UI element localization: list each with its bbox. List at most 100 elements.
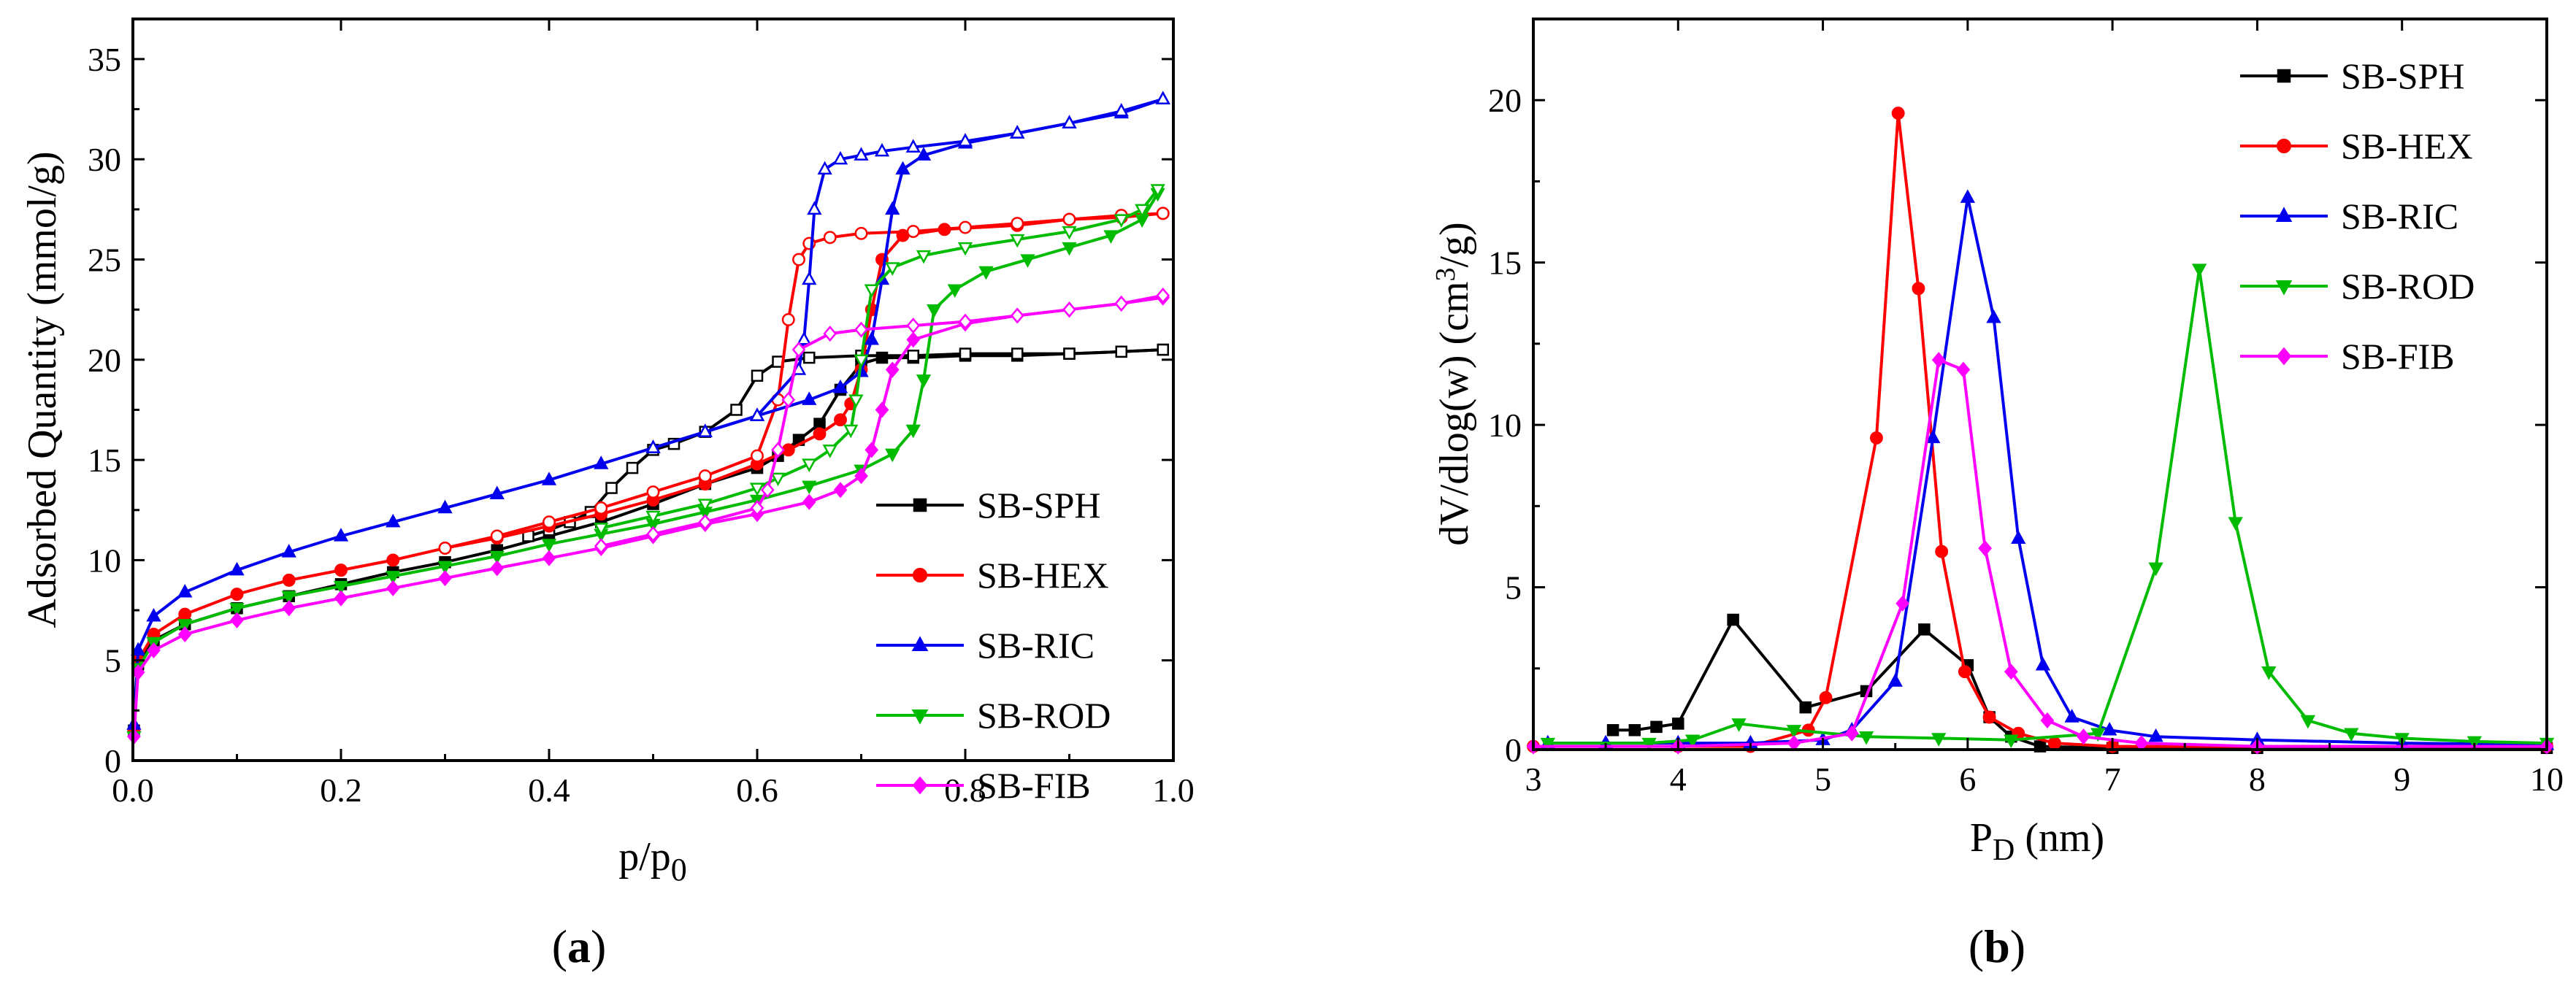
panel-b-series-sb-rod-point — [1540, 737, 1555, 752]
panel-b-x-tick-label: 3 — [1525, 761, 1542, 798]
panel-b-series-sb-rod-point — [1931, 733, 1947, 747]
panel-b-series-sb-rod-point — [1786, 725, 1802, 739]
panel-b-series-sb-hex-point — [2047, 736, 2061, 750]
panel-b-label: (b) — [1969, 920, 2025, 972]
panel-a-series-sb-fib-desorption-point — [906, 318, 921, 334]
panel-b-series-sb-ric-point — [2102, 721, 2117, 736]
panel-a-series-sb-rod-desorption-point — [854, 354, 869, 369]
panel-b-series-sb-hex-point — [1819, 690, 1833, 704]
panel-a-series-sb-fib-desorption-point — [594, 538, 608, 555]
panel-a-series-sb-ric-adsorption-point — [146, 607, 161, 622]
panel-b-series-sb-rod-line — [1547, 269, 2548, 745]
panel-b-series-sb-rod-point — [2004, 734, 2019, 749]
panel-a-series-sb-rod-desorption-point — [885, 262, 900, 276]
panel-b-series-sb-fib-point — [1895, 595, 1909, 612]
panel-b-legend-label-sb-fib: SB-FIB — [2341, 336, 2455, 377]
panel-b-series-sb-rod-point — [2148, 562, 2163, 577]
panel-b-series-sb-sph-point — [1650, 720, 1663, 734]
panel-a-series-sb-rod-adsorption-point — [802, 480, 817, 495]
panel-a-series-sb-ric-desorption-point — [645, 439, 661, 453]
panel-a-series-sb-ric-desorption-point — [854, 147, 869, 161]
panel-a-series-sb-rod-adsorption-point — [229, 603, 245, 617]
panel-b-y-tick-label: 20 — [1488, 82, 1522, 119]
panel-b-series-sb-hex-point — [1982, 710, 1996, 724]
panel-a-ticks: 0.0 0.2 0.4 0.6 0.8 1.0 0 5 10 15 20 25 30 35 — [88, 19, 1195, 809]
panel-a-series-sb-fib-desorption-point — [771, 442, 785, 458]
panel-a-series-sb-ric-adsorption-point — [895, 161, 911, 175]
panel-a-legend: SB-SPH SB-HEX SB-RIC SB-ROD SB-FIB — [876, 485, 1111, 806]
panel-a-series-sb-fib-desorption-point — [791, 342, 806, 358]
panel-a-series-sb-rod-desorption-point — [864, 284, 879, 299]
panel-a-series-sb-rod-adsorption-point — [333, 580, 349, 595]
panel-b-series-sb-ric-point — [1925, 429, 1941, 444]
panel-a-series-sb-fib-desorption-point — [781, 391, 796, 408]
panel-a-series-sb-fib-desorption-point — [750, 499, 764, 517]
panel-a-legend-label-sb-rod: SB-ROD — [977, 695, 1111, 736]
panel-b-series-sb-sph-point — [1672, 718, 1684, 730]
panel-a-series-sb-hex-adsorption-point — [178, 607, 192, 621]
panel-b-series-sb-fib-point — [2004, 663, 2018, 680]
panel-a-legend-marker-sb-fib — [912, 776, 928, 795]
panel-a-series-sb-rod-adsorption-point — [1020, 254, 1035, 268]
panel-b-legend: SB-SPH SB-HEX SB-RIC SB-ROD SB-FIB — [2240, 55, 2475, 377]
panel-b-series-sb-ric-point — [2148, 728, 2163, 742]
panel-a-series-sb-hex-desorption-point — [781, 312, 795, 326]
panel-b-series-sb-fib-point — [2040, 712, 2055, 728]
panel-a-legend-marker-sb-ric — [911, 636, 929, 652]
panel-a-y-tick-label: 15 — [88, 442, 121, 479]
panel-b-legend-marker-sb-fib — [2276, 347, 2292, 366]
panel-a-series-sb-fib-desorption-point — [698, 514, 713, 531]
panel-a-series-sb-hex-desorption-point — [698, 469, 712, 483]
panel-b-series-sb-rod-point — [2344, 728, 2359, 742]
panel-a-legend-label-sb-ric: SB-RIC — [977, 625, 1095, 666]
panel-a-series-sb-hex-desorption-point — [1062, 212, 1076, 226]
panel-a-series-sb-fib-desorption-line — [600, 293, 1164, 548]
panel-a-series-sb-ric-desorption-point — [905, 139, 921, 153]
panel-a-y-tick-label: 0 — [104, 742, 121, 780]
panel-a-series-sb-ric-desorption-point — [1010, 125, 1025, 139]
panel-a-series-sb-fib-adsorption-point — [177, 626, 192, 643]
panel-b-series-sb-hex-point — [1891, 107, 1905, 120]
panel-b-series-sb-hex-point — [1958, 665, 1971, 679]
panel-b-y-axis-title: dV/dlog(w) (cm3/g) — [1430, 222, 1477, 546]
panel-b-legend-marker-sb-rod — [2275, 280, 2293, 296]
panel-a-series-sb-rod-desorption-point — [594, 523, 609, 536]
panel-a-series-sb-fib-adsorption-point — [854, 468, 868, 485]
panel-a-series-sb-rod-adsorption-point — [885, 448, 900, 463]
panel-b-series-sb-ric-point — [1887, 673, 1903, 687]
panel-a-series-sb-ric-adsorption-point — [916, 147, 932, 161]
panel-b-legend-label-sb-sph: SB-SPH — [2341, 55, 2465, 96]
panel-a-series-sb-hex-desorption-point — [792, 253, 805, 266]
panel-a-x-tick-label: 0.0 — [112, 772, 154, 809]
panel-a-y-tick-label: 35 — [88, 41, 121, 78]
panel-b-series-sb-ric-point — [1960, 189, 1976, 203]
panel-b-series-sb-fib-point — [1787, 735, 1801, 752]
panel-b-series-sb-fib-line — [1533, 358, 2547, 748]
panel-a-series-sb-rod-adsorption-point — [916, 374, 932, 388]
panel-b-series-sb-rod-point — [1684, 734, 1701, 749]
panel-b-x-tick-label: 6 — [1959, 761, 1976, 798]
panel-a-series-sb-sph-desorption-point — [1115, 345, 1127, 358]
panel-b-series-sb-rod-point — [1641, 737, 1657, 752]
panel-b-legend-marker-sb-hex — [2276, 138, 2292, 154]
panel-a-series-sb-fib-desorption-point — [854, 321, 868, 338]
panel-a-series-sb-ric-adsorption-point — [864, 331, 879, 345]
panel-b-legend-label-sb-hex: SB-HEX — [2341, 126, 2473, 166]
panel-a-series-sb-hex-adsorption-point — [334, 563, 348, 577]
panel-a-series-sb-rod-desorption-point — [843, 424, 859, 439]
panel-a-series-sb-rod-adsorption-point — [281, 590, 296, 605]
panel-a-series-sb-rod-desorption-point — [1150, 184, 1165, 198]
panel-b-pore-size-distribution: 3 4 5 6 7 8 9 10 0 5 10 15 20 PD (nm) dV/dlog(w) (cm… — [1430, 18, 2564, 972]
panel-b-x-tick-label: 9 — [2393, 761, 2410, 798]
panel-b-series-sb-sph-point — [1727, 613, 1739, 626]
panel-b-y-tick-label: 0 — [1505, 731, 1522, 769]
panel-b-series-sb-sph-point — [1799, 701, 1812, 714]
panel-a-series-sb-hex-adsorption-point — [834, 413, 847, 427]
panel-a-series-sb-sph-desorption-point — [907, 350, 919, 362]
panel-a-series-sb-fib-adsorption-point — [802, 493, 816, 510]
panel-a-series-sb-sph-desorption-point — [803, 351, 816, 364]
panel-a-series-sb-rod-adsorption-point — [437, 561, 453, 574]
panel-a-series-sb-hex-desorption-point — [854, 226, 868, 240]
panel-a-series-sb-ric-adsorption-point — [177, 583, 193, 598]
panel-a-series-sb-ric-adsorption-point — [885, 201, 900, 215]
